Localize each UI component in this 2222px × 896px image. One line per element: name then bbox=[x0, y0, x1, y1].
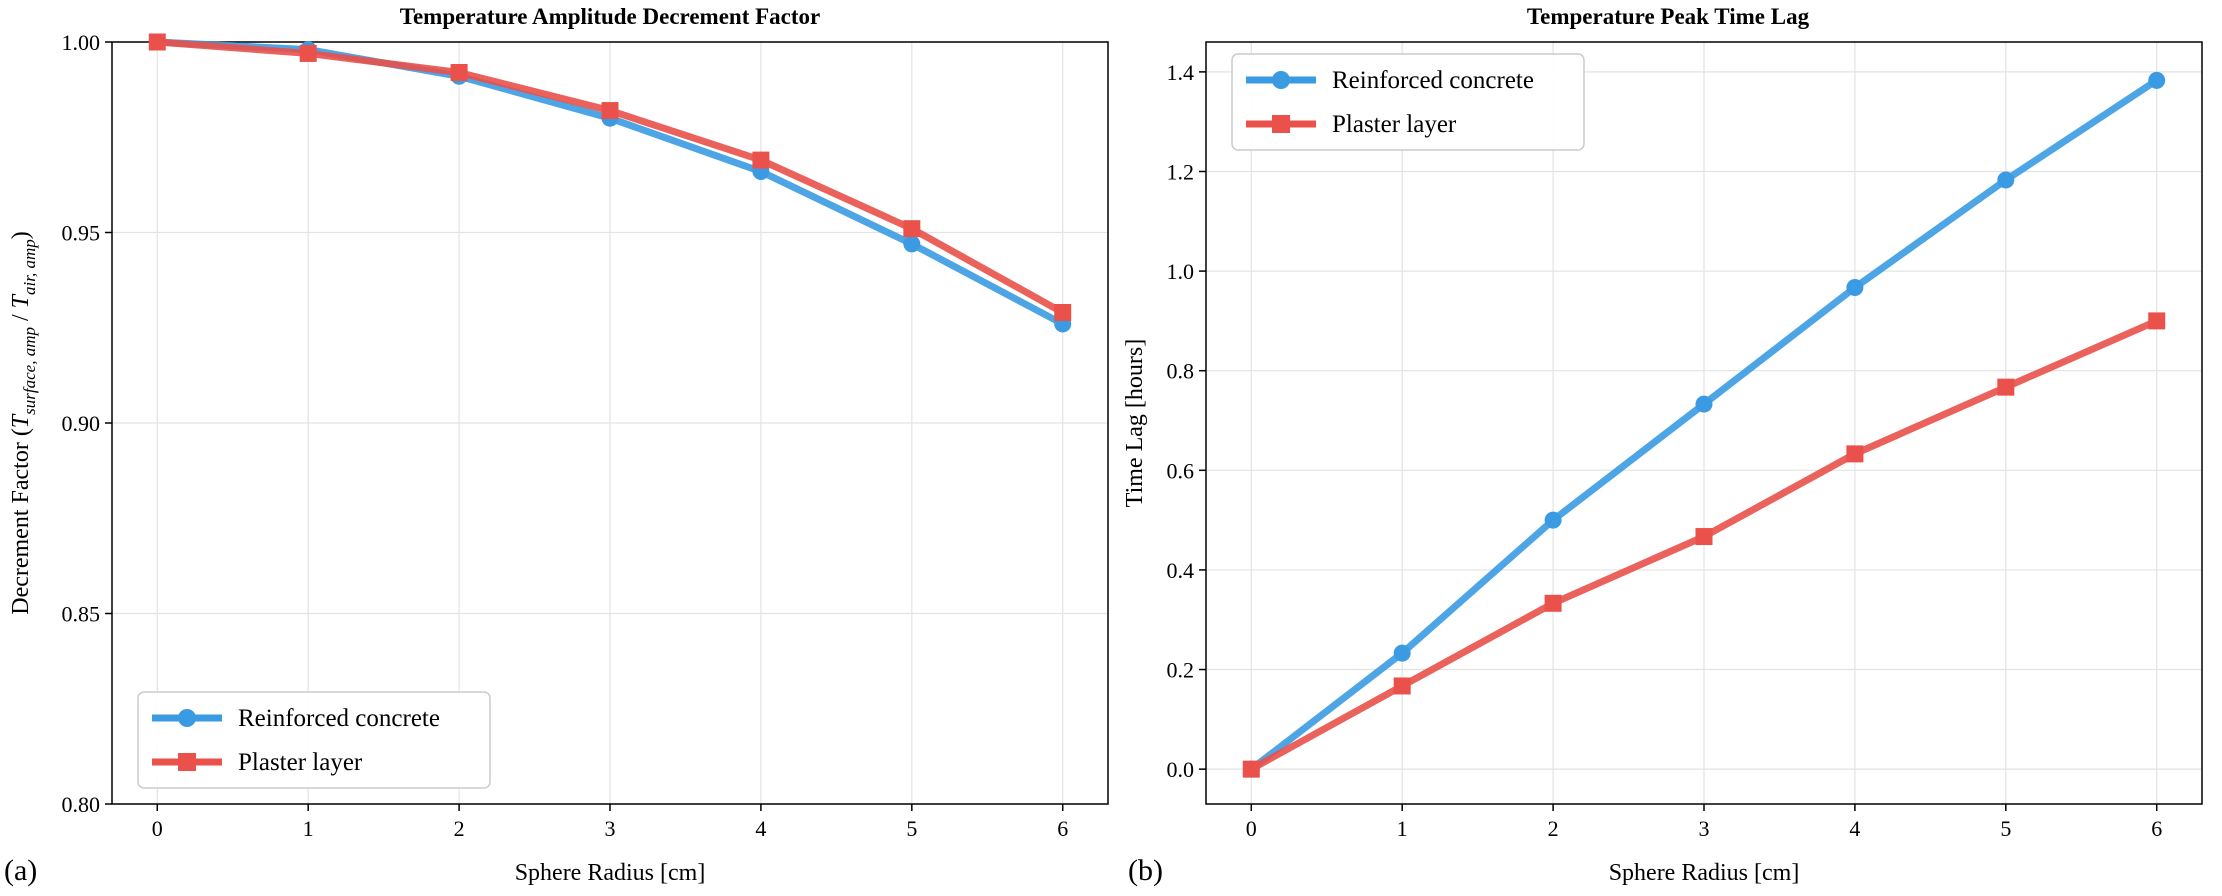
x-tick-label: 3 bbox=[1699, 816, 1710, 841]
panel-b-chart: Temperature Peak Time Lag 0 1 2 3 4 5 6 0.0 0.2 0… bbox=[1122, 4, 2203, 887]
panel-b-y-label: Time Lag [hours] bbox=[1122, 339, 1148, 507]
point-plaster-layer bbox=[1393, 677, 1411, 695]
legend-b-plaster-marker bbox=[1272, 115, 1290, 133]
x-tick-label: 2 bbox=[1548, 816, 1559, 841]
point-plaster-layer bbox=[299, 44, 317, 62]
point-plaster-layer bbox=[1695, 528, 1713, 546]
x-tick-label: 3 bbox=[605, 816, 616, 841]
point-plaster-layer bbox=[601, 102, 619, 120]
panel-b-title: Temperature Peak Time Lag bbox=[1527, 4, 1810, 29]
x-tick-label: 4 bbox=[1849, 816, 1860, 841]
y-tick-label: 0.90 bbox=[62, 411, 101, 436]
x-tick-label: 4 bbox=[755, 816, 766, 841]
y-tick-label: 1.00 bbox=[62, 30, 101, 55]
y-tick-label: 0.80 bbox=[62, 792, 101, 817]
point-reinforced-concrete bbox=[1544, 511, 1562, 529]
y-tick-label: 0.95 bbox=[62, 221, 101, 246]
legend-b-concrete-marker bbox=[1272, 71, 1290, 89]
legend-b-plaster-label: Plaster layer bbox=[1332, 111, 1457, 138]
panel-b-x-label: Sphere Radius [cm] bbox=[1609, 860, 1800, 886]
panel-a-chart: Temperature Amplitude Decrement Factor 0… bbox=[4, 4, 1109, 887]
point-plaster-layer bbox=[450, 63, 468, 81]
legend-b-concrete-label: Reinforced concrete bbox=[1332, 67, 1534, 94]
panel-a-title: Temperature Amplitude Decrement Factor bbox=[400, 4, 821, 29]
y-tick-label: 0.85 bbox=[62, 602, 101, 627]
y-tick-label: 0.6 bbox=[1167, 458, 1195, 483]
point-plaster-layer bbox=[1846, 445, 1864, 463]
legend-a-plaster-marker bbox=[178, 753, 196, 771]
x-tick-label: 5 bbox=[906, 816, 917, 841]
panel-a-label: (a) bbox=[4, 854, 37, 887]
point-reinforced-concrete bbox=[1846, 279, 1864, 297]
point-plaster-layer bbox=[148, 33, 166, 51]
point-reinforced-concrete bbox=[1997, 171, 2015, 189]
x-tick-label: 0 bbox=[152, 816, 163, 841]
panel-b-legend: Reinforced concrete Plaster layer bbox=[1231, 53, 1585, 151]
point-reinforced-concrete bbox=[1393, 644, 1411, 662]
y-tick-label: 0.8 bbox=[1167, 359, 1195, 384]
x-tick-label: 5 bbox=[2000, 816, 2011, 841]
x-tick-label: 6 bbox=[1057, 816, 1068, 841]
legend-a-concrete-marker bbox=[178, 709, 196, 727]
x-tick-label: 6 bbox=[2151, 816, 2162, 841]
point-plaster-layer bbox=[2148, 312, 2166, 330]
point-plaster-layer bbox=[752, 151, 770, 169]
panel-a-legend: Reinforced concrete Plaster layer bbox=[137, 691, 491, 789]
point-plaster-layer bbox=[1544, 594, 1562, 612]
y-tick-label: 0.4 bbox=[1167, 558, 1195, 583]
point-reinforced-concrete bbox=[2148, 71, 2166, 89]
point-plaster-layer bbox=[903, 220, 921, 238]
x-tick-label: 0 bbox=[1246, 816, 1257, 841]
y-tick-label: 1.0 bbox=[1167, 259, 1195, 284]
y-tick-label: 1.2 bbox=[1167, 159, 1195, 184]
y-tick-label: 0.2 bbox=[1167, 658, 1195, 683]
legend-a-plaster-label: Plaster layer bbox=[238, 749, 363, 776]
legend-a-concrete-label: Reinforced concrete bbox=[238, 705, 440, 732]
x-tick-label: 1 bbox=[303, 816, 314, 841]
point-reinforced-concrete bbox=[903, 235, 921, 253]
panel-a-x-label: Sphere Radius [cm] bbox=[515, 860, 706, 886]
panel-b-label: (b) bbox=[1128, 854, 1163, 887]
y-tick-label: 1.4 bbox=[1167, 60, 1195, 85]
point-reinforced-concrete bbox=[1695, 395, 1713, 413]
x-tick-label: 2 bbox=[454, 816, 465, 841]
point-plaster-layer bbox=[1054, 304, 1072, 322]
x-tick-label: 1 bbox=[1397, 816, 1408, 841]
point-plaster-layer bbox=[1242, 760, 1260, 778]
y-tick-label: 0.0 bbox=[1167, 757, 1195, 782]
panel-a-y-label: Decrement Factor (Tsurface, amp / Tair, … bbox=[8, 231, 39, 615]
point-plaster-layer bbox=[1997, 378, 2015, 396]
